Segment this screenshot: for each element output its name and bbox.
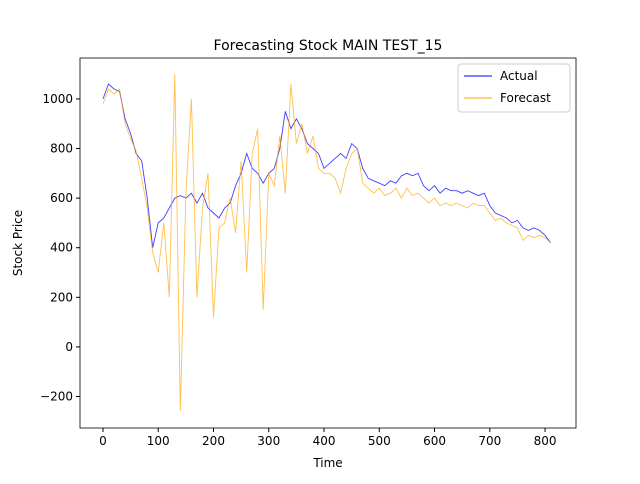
x-tick-label: 600 (423, 434, 446, 448)
x-tick-label: 0 (99, 434, 107, 448)
y-tick-label: −200 (40, 390, 73, 404)
x-tick-label: 100 (147, 434, 170, 448)
y-tick-label: 600 (50, 191, 73, 205)
plot-frame (79, 57, 577, 429)
y-tick-label: 1000 (42, 92, 73, 106)
y-axis-label: Stock Price (11, 210, 25, 276)
y-tick-label: 200 (50, 290, 73, 304)
y-tick-label: 400 (50, 241, 73, 255)
y-tick-label: 0 (65, 340, 73, 354)
x-tick-label: 400 (313, 434, 336, 448)
legend-label: Actual (500, 69, 538, 83)
chart-title: Forecasting Stock MAIN TEST_15 (214, 38, 443, 54)
x-axis-label: Time (312, 456, 342, 470)
x-tick-label: 800 (534, 434, 557, 448)
x-tick-label: 200 (202, 434, 225, 448)
series-line (102, 74, 551, 412)
x-tick-label: 500 (368, 434, 391, 448)
legend-label: Forecast (500, 91, 551, 105)
y-tick-label: 800 (50, 142, 73, 156)
x-tick-label: 700 (478, 434, 501, 448)
x-tick-label: 300 (257, 434, 280, 448)
series-line (102, 83, 551, 248)
